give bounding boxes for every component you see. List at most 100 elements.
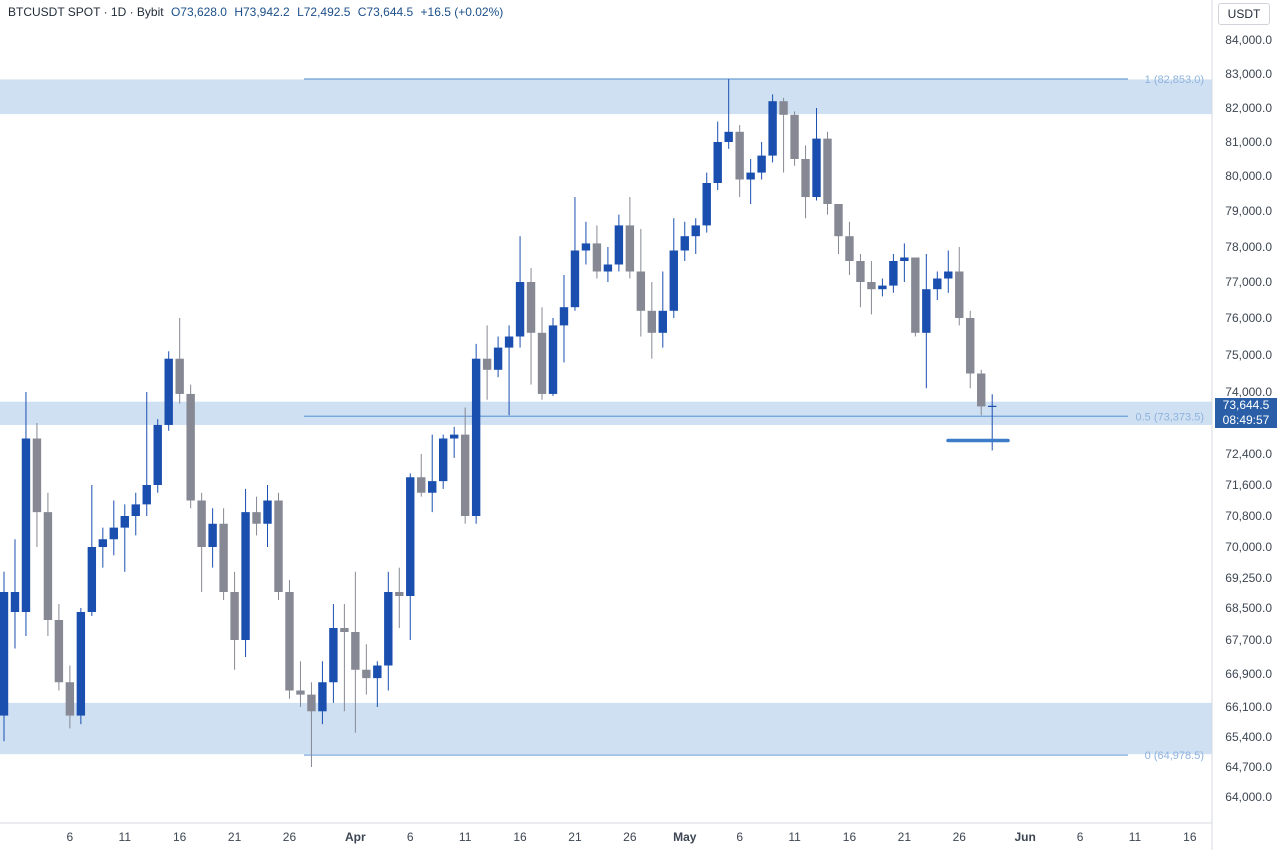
price-tick-label: 66,900.0	[1225, 667, 1272, 681]
candle	[526, 268, 536, 385]
candle-body	[21, 438, 31, 612]
candle-body	[460, 434, 470, 516]
candle	[768, 94, 777, 163]
candle-body	[241, 512, 250, 640]
price-tick-label: 66,100.0	[1225, 700, 1272, 714]
candle	[702, 172, 711, 233]
candle-body	[252, 512, 261, 524]
candle	[592, 225, 602, 279]
candle	[515, 236, 525, 348]
price-tick-label: 65,400.0	[1225, 730, 1272, 744]
candle	[460, 407, 470, 524]
candle-body	[955, 271, 964, 318]
candle-body	[779, 101, 788, 115]
candle	[757, 142, 766, 180]
candle	[823, 131, 832, 215]
low-value: L72,492.5	[297, 5, 351, 19]
candle	[186, 384, 195, 509]
candle	[406, 473, 415, 640]
price-axis[interactable]: 84,000.0 83,000.0 82,000.0 81,000.0 80,000.0…	[1225, 33, 1272, 804]
candle	[131, 492, 140, 536]
price-tick-label: 72,400.0	[1225, 447, 1272, 461]
candle-body	[581, 243, 591, 251]
time-tick-label: 26	[953, 830, 967, 844]
candle	[614, 214, 624, 272]
candle	[658, 271, 667, 348]
candle-body	[878, 285, 887, 290]
price-tick-label: 77,000.0	[1225, 275, 1272, 289]
candle-body	[801, 159, 810, 197]
candle-body	[153, 424, 162, 485]
zone-2	[0, 702, 1212, 755]
candle-body	[570, 250, 580, 308]
candle	[944, 250, 953, 293]
time-axis[interactable]: 6 11 16 21 26 Apr 6 11 16 21 26 May 6 11 16 21 26 Jun 6 11 1…	[67, 830, 1197, 844]
candle	[845, 221, 854, 275]
candle-body	[933, 278, 942, 290]
candle	[900, 243, 909, 282]
candle	[230, 571, 239, 670]
candle-body	[603, 264, 613, 272]
fib-retracement[interactable]: 1 (82,853.0) 0.5 (73,373.5) 0 (64,978.5)	[304, 74, 1204, 762]
fib-level-label: 1 (82,853.0)	[1145, 74, 1204, 86]
candle-body	[922, 289, 931, 333]
candle	[362, 644, 371, 695]
candle	[647, 282, 657, 359]
candle	[977, 369, 986, 416]
candle	[373, 661, 382, 707]
time-tick-label: 11	[459, 830, 472, 844]
candle-body	[658, 310, 667, 333]
candle	[263, 485, 272, 547]
candle-body	[263, 500, 272, 524]
candle	[449, 426, 459, 458]
candle	[713, 121, 722, 190]
candle-body	[746, 172, 755, 180]
time-tick-label: 16	[1183, 830, 1197, 844]
currency-button[interactable]: USDT	[1218, 3, 1270, 25]
candle-body	[175, 358, 184, 394]
candle	[274, 492, 283, 600]
symbol-title[interactable]: BTCUSDT SPOT · 1D · Bybit	[8, 5, 164, 19]
candle-body	[713, 142, 722, 183]
time-tick-label: 6	[1077, 830, 1084, 844]
candle-body	[702, 183, 711, 226]
candle-body	[351, 632, 360, 670]
candle	[581, 221, 591, 265]
candle-body	[10, 592, 20, 612]
fib-level-label: 0.5 (73,373.5)	[1136, 411, 1205, 423]
price-tick-label: 68,500.0	[1225, 601, 1272, 615]
price-zones	[0, 79, 1212, 755]
candle-body	[0, 592, 9, 716]
candle-body	[636, 271, 646, 311]
candle-body	[296, 690, 305, 695]
candle	[54, 604, 64, 691]
price-tick-label: 80,000.0	[1225, 169, 1272, 183]
time-tick-label: 21	[898, 830, 912, 844]
candle	[428, 434, 437, 513]
candle	[384, 571, 393, 691]
candle-body	[900, 257, 909, 261]
candle	[801, 145, 810, 219]
candle-body	[911, 257, 920, 333]
candle	[252, 496, 261, 536]
candle	[603, 247, 613, 282]
price-tick-label: 69,250.0	[1225, 571, 1272, 585]
candle-body	[724, 131, 733, 142]
candle-body	[526, 282, 536, 333]
candle-body	[757, 155, 766, 173]
time-tick-label: 11	[1129, 830, 1142, 844]
candle	[867, 261, 876, 315]
candle-body	[669, 250, 678, 311]
price-tick-label: 83,000.0	[1225, 67, 1272, 81]
candle	[504, 325, 514, 416]
time-tick-label: 16	[843, 830, 857, 844]
candle	[790, 111, 799, 166]
candle	[65, 665, 75, 729]
close-value: C73,644.5	[357, 5, 414, 19]
candle	[955, 247, 964, 326]
time-tick-label: 21	[568, 830, 582, 844]
candle	[889, 254, 898, 293]
candle-body	[977, 373, 986, 407]
high-value: H73,942.2	[234, 5, 290, 19]
